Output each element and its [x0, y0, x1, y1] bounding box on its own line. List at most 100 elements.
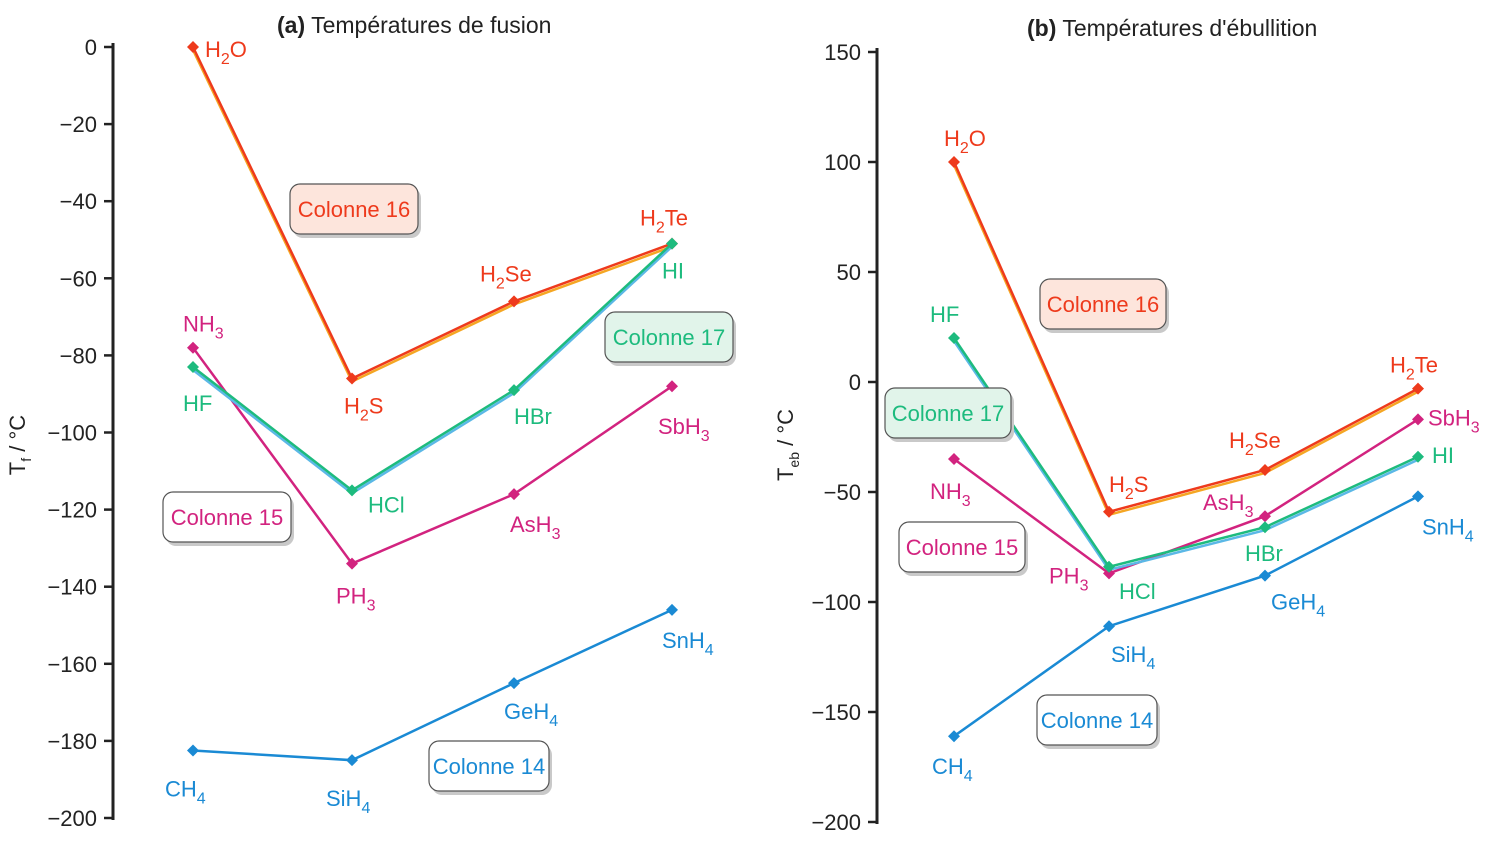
b-y-tick-label: −200: [811, 810, 861, 835]
a-point-label: NH3: [183, 312, 224, 343]
b-point-label: NH3: [930, 479, 971, 510]
a-series-line-14: [192, 608, 673, 762]
b-point-label: PH3: [1049, 563, 1089, 594]
a-y-axis-label: Tf / °C: [5, 415, 34, 475]
b-series-line-14: [953, 495, 1419, 738]
a-data-point: [187, 41, 199, 53]
b-y-tick-label: 100: [824, 150, 861, 175]
a-point-label: H2Te: [640, 206, 688, 237]
b-data-point: [1103, 567, 1115, 580]
a-y-tick-label: 0: [85, 35, 97, 60]
a-y-tick-label: −160: [47, 652, 97, 677]
a-y-tick-label: −60: [60, 266, 97, 291]
a-y-tick-label: −20: [60, 112, 97, 137]
a-data-point: [346, 754, 358, 767]
a-data-point: [508, 384, 520, 397]
a-column-box: [289, 183, 419, 235]
a-point-label: H2S: [344, 394, 383, 425]
a-point-label: HCl: [368, 492, 405, 517]
a-point-label: PH3: [336, 584, 376, 615]
a-column-box: [162, 491, 292, 543]
a-series-line-15: [191, 346, 673, 566]
b-y-tick-label: 0: [849, 370, 861, 395]
a-column-box: [604, 311, 734, 363]
a-data-point: [346, 557, 358, 570]
a-column-box: [428, 740, 550, 792]
a-data-point: [346, 484, 358, 497]
b-column-box: [884, 387, 1012, 439]
a-point-label: H2O: [205, 37, 247, 68]
a-data-point: [666, 380, 678, 393]
a-point-label: SiH4: [326, 786, 370, 817]
a-series-line-16: [191, 46, 673, 381]
b-data-point: [1412, 413, 1424, 426]
b-data-point: [948, 332, 960, 344]
a-data-point: [508, 295, 520, 308]
a-data-point: [666, 237, 678, 250]
a-data-point: [187, 341, 199, 354]
b-point-label: AsH3: [1203, 490, 1254, 521]
a-data-point: [187, 360, 199, 373]
b-data-point: [1103, 620, 1115, 633]
b-data-point: [948, 730, 960, 743]
b-point-label: HF: [930, 302, 959, 327]
b-y-tick-label: −150: [811, 700, 861, 725]
b-point-label: GeH4: [1271, 590, 1325, 621]
a-series-line-17: [192, 242, 673, 492]
a-data-point: [508, 677, 520, 690]
b-column-box-label: Colonne 17: [892, 401, 1005, 426]
b-point-label: SnH4: [1422, 514, 1474, 545]
b-y-axis-label: Teb / °C: [773, 409, 802, 481]
b-series-line-15: [953, 418, 1419, 575]
b-point-label: HBr: [1245, 541, 1283, 566]
b-column-box-label: Colonne 16: [1047, 292, 1160, 317]
b-point-label: H2Se: [1229, 428, 1281, 459]
b-data-point: [1412, 490, 1424, 503]
a-series-line-shadow: [192, 245, 673, 495]
b-column-box: [898, 521, 1026, 573]
b-y-tick-label: −100: [811, 590, 861, 615]
b-data-point: [1412, 382, 1424, 395]
a-y-tick-label: −100: [47, 421, 97, 446]
a-point-label: HI: [662, 259, 684, 284]
a-data-point: [666, 603, 678, 616]
b-data-point: [1259, 510, 1271, 523]
a-y-tick-label: −80: [60, 343, 97, 368]
b-point-label: SbH3: [1428, 405, 1480, 436]
a-data-point: [187, 744, 199, 757]
b-data-point: [1259, 569, 1271, 582]
b-column-box-label: Colonne 14: [1041, 708, 1154, 733]
a-data-point: [508, 488, 520, 501]
b-point-label: H2Te: [1390, 353, 1438, 384]
a-point-label: CH4: [165, 777, 206, 808]
a-column-box-label: Colonne 15: [171, 505, 284, 530]
b-data-point: [1412, 450, 1424, 463]
a-point-label: AsH3: [510, 512, 561, 543]
a-point-label: H2Se: [480, 261, 532, 292]
a-series-line-shadow: [191, 49, 673, 384]
b-point-label: H2O: [944, 126, 986, 157]
a-y-tick-label: −140: [47, 575, 97, 600]
b-series-line-17: [952, 337, 1419, 569]
b-point-label: SiH4: [1111, 642, 1155, 673]
b-data-point: [1103, 560, 1115, 573]
b-data-point: [1103, 505, 1115, 518]
b-point-label: H2S: [1109, 472, 1148, 503]
a-point-label: GeH4: [504, 699, 558, 730]
a-y-tick-label: −200: [47, 806, 97, 831]
b-point-label: HI: [1432, 443, 1454, 468]
a-point-label: HBr: [514, 404, 552, 429]
b-chart-title: (b) Températures d'ébullition: [1027, 15, 1317, 41]
a-point-label: SnH4: [662, 628, 714, 659]
b-data-point: [948, 453, 960, 465]
b-column-box-label: Colonne 15: [906, 535, 1019, 560]
a-point-label: SbH3: [658, 414, 710, 445]
b-point-label: HCl: [1119, 579, 1156, 604]
a-data-point: [346, 372, 358, 385]
b-column-box: [1036, 694, 1158, 746]
b-column-box: [1039, 278, 1167, 330]
b-y-tick-label: 50: [837, 260, 861, 285]
b-point-label: CH4: [932, 754, 973, 785]
a-chart-title: (a) Températures de fusion: [277, 12, 551, 38]
